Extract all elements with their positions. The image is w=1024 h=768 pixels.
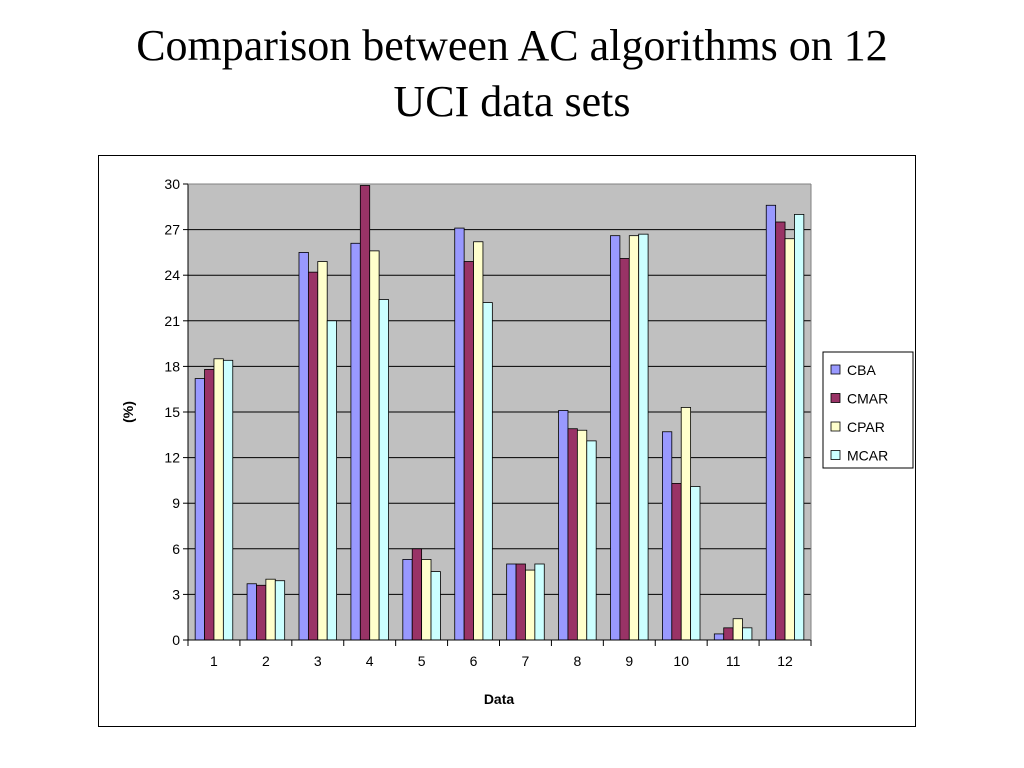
x-tick-label: 5: [418, 653, 426, 669]
x-axis-title: Data: [484, 691, 515, 707]
slide-title-line-2: UCI data sets: [393, 77, 631, 126]
x-tick-label: 1: [210, 653, 218, 669]
x-tick-label: 11: [726, 653, 741, 669]
bar-cba-7: [506, 563, 517, 641]
bar-cpar-12: [784, 238, 795, 641]
y-tick-label: 15: [164, 404, 180, 420]
bar-cmar-6: [463, 261, 474, 641]
bar-mcar-4: [378, 299, 389, 641]
legend-swatch-cpar: [830, 421, 841, 432]
bar-cpar-1: [213, 358, 224, 641]
bar-cmar-4: [359, 185, 371, 641]
bars: [194, 185, 805, 641]
bar-cpar-3: [317, 261, 328, 641]
y-tick-label: 6: [172, 541, 180, 557]
y-tick-label: 24: [164, 267, 180, 283]
bar-cpar-11: [732, 618, 743, 641]
x-tick-label: 6: [470, 653, 478, 669]
y-tick-label: 9: [172, 495, 180, 511]
bar-cpar-9: [628, 235, 640, 641]
bar-cmar-5: [411, 548, 423, 641]
x-tick-label: 7: [522, 653, 530, 669]
bar-cpar-5: [421, 559, 432, 641]
y-tick-label: 0: [172, 632, 180, 648]
legend-swatch-mcar: [830, 450, 841, 460]
bar-mcar-10: [690, 486, 701, 641]
bar-cpar-6: [473, 241, 484, 641]
bar-cba-5: [402, 559, 413, 641]
axes: [183, 183, 812, 646]
chart-frame: 0 3 6 9 12 15 18 21 24 27 30 1 2 3 4 5 6 7 8 9 10 11 12 Data (…: [98, 155, 916, 727]
bar-mcar-5: [430, 571, 441, 641]
x-tick-label: 4: [366, 653, 374, 669]
y-tick-label: 27: [164, 222, 180, 238]
bar-mcar-3: [326, 320, 337, 641]
bar-cpar-4: [369, 250, 380, 641]
bar-cba-6: [454, 227, 465, 641]
x-tick-label: 10: [673, 653, 689, 669]
legend-label-mcar: MCAR: [847, 448, 888, 464]
x-tick-label: 2: [262, 653, 270, 669]
bar-cpar-7: [525, 569, 536, 641]
legend-label-cpar: CPAR: [847, 419, 885, 435]
legend-label-cmar: CMAR: [847, 391, 888, 407]
y-tick-label: 21: [164, 313, 180, 329]
bar-cmar-1: [204, 369, 215, 641]
bar-cpar-2: [265, 578, 276, 641]
bar-cpar-8: [576, 429, 588, 641]
y-tick-label: 18: [164, 358, 180, 374]
legend-swatch-cba: [830, 364, 841, 375]
legend: CBA CMAR CPAR MCAR: [822, 351, 914, 469]
x-tick-label: 9: [625, 653, 633, 669]
bar-mcar-7: [534, 563, 545, 641]
legend-label-cba: CBA: [847, 362, 876, 378]
slide-title: Comparison between AC algorithms on 12 U…: [0, 18, 1024, 130]
bar-cmar-7: [515, 563, 526, 641]
bar-cmar-8: [567, 428, 578, 641]
bar-cba-4: [350, 242, 361, 641]
bar-cpar-10: [680, 407, 692, 641]
bar-cmar-11: [723, 627, 734, 641]
bar-mcar-1: [222, 359, 234, 641]
bar-mcar-2: [274, 580, 286, 641]
bar-cba-11: [713, 633, 725, 641]
bar-mcar-9: [638, 233, 649, 641]
bar-cba-12: [765, 204, 777, 641]
x-tick-label: 12: [777, 653, 793, 669]
bar-cmar-2: [256, 584, 267, 641]
bar-cba-3: [298, 252, 309, 641]
bar-cba-2: [246, 583, 257, 641]
slide-title-line-1: Comparison between AC algorithms on 12: [136, 21, 888, 70]
bar-cba-1: [194, 378, 205, 641]
bar-cba-9: [610, 235, 621, 641]
bar-cmar-10: [671, 483, 682, 641]
bar-cba-10: [662, 431, 673, 641]
bar-mcar-12: [794, 214, 805, 641]
y-axis-title: (%): [120, 401, 136, 423]
bar-cmar-3: [307, 271, 319, 641]
bar-cba-8: [558, 410, 569, 641]
y-tick-label: 3: [172, 586, 180, 602]
x-tick-label: 3: [314, 653, 322, 669]
bar-mcar-6: [482, 302, 493, 641]
bar-cmar-9: [619, 258, 630, 641]
y-tick-label: 12: [164, 450, 180, 466]
legend-swatch-cmar: [830, 393, 841, 403]
bar-cmar-12: [775, 221, 786, 641]
y-tick-label: 30: [164, 176, 180, 192]
bar-mcar-8: [586, 440, 597, 641]
bar-mcar-11: [742, 627, 753, 641]
x-tick-label: 8: [573, 653, 581, 669]
